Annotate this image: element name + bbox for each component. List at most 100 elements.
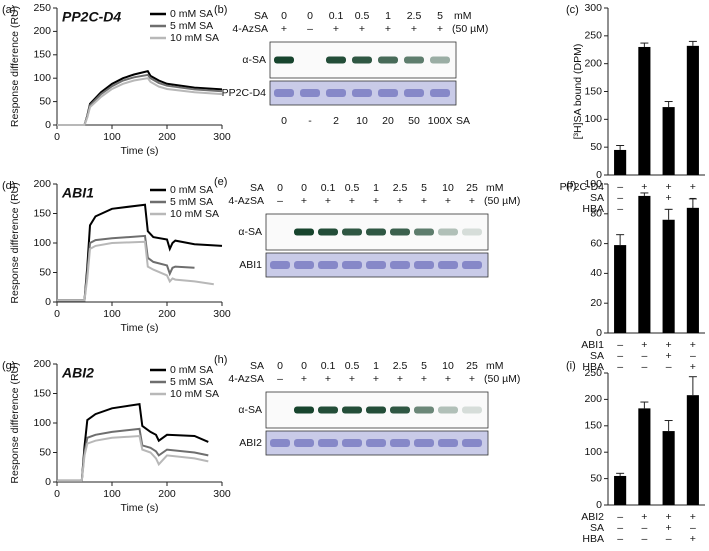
lane-label: + bbox=[333, 23, 339, 35]
y-tick-label: 50 bbox=[590, 141, 602, 153]
blot-band bbox=[438, 228, 458, 236]
annotation: PP2C-D4 bbox=[62, 9, 121, 25]
y-tick-label: 0 bbox=[596, 327, 602, 339]
stain-band bbox=[342, 439, 362, 447]
lane-label: 0.1 bbox=[329, 10, 344, 22]
y-tick-label: 60 bbox=[590, 237, 602, 249]
y-tick-label: 0 bbox=[45, 476, 51, 488]
x-tick-label: 100 bbox=[103, 488, 121, 500]
lane-label: 2.5 bbox=[393, 182, 408, 194]
condition-name: HBA bbox=[582, 533, 604, 545]
error-bar bbox=[688, 198, 697, 208]
condition-name: HBA bbox=[582, 361, 604, 373]
condition-mark: – bbox=[690, 522, 696, 534]
blot-band bbox=[342, 406, 362, 414]
stain-band bbox=[366, 261, 386, 269]
condition-mark: – bbox=[666, 361, 672, 373]
y-tick-label: 200 bbox=[584, 57, 602, 69]
lane-label: 1 bbox=[385, 10, 391, 22]
lane-label: + bbox=[397, 195, 403, 207]
lane-label: + bbox=[373, 195, 379, 207]
condition-mark: + bbox=[641, 511, 647, 523]
stain-band bbox=[414, 261, 434, 269]
fold-label: 10 bbox=[356, 115, 368, 127]
error-bar bbox=[640, 42, 649, 47]
row-label: 4-AzSA bbox=[228, 195, 264, 207]
condition-mark: + bbox=[666, 350, 672, 362]
panel-label: (e) bbox=[214, 176, 227, 188]
error-bar bbox=[664, 208, 673, 220]
stain-band bbox=[352, 89, 372, 97]
lane-label: + bbox=[445, 373, 451, 385]
y-tick-label: 0 bbox=[45, 296, 51, 308]
legend-label: 0 mM SA bbox=[170, 364, 213, 376]
condition-mark: + bbox=[690, 533, 696, 545]
y-tick-label: 250 bbox=[584, 30, 602, 42]
lane-label: 0 bbox=[301, 182, 307, 194]
y-tick-label: 50 bbox=[590, 472, 602, 484]
condition-mark: – bbox=[666, 203, 672, 215]
line bbox=[57, 434, 209, 482]
lane-label: 0 bbox=[277, 360, 283, 372]
row-label: SA bbox=[250, 360, 264, 372]
bar bbox=[686, 395, 699, 505]
lane-label: 0 bbox=[307, 10, 313, 22]
blot-label: ABI1 bbox=[239, 259, 262, 271]
condition-mark: – bbox=[666, 533, 672, 545]
condition-mark: + bbox=[690, 361, 696, 373]
bar bbox=[662, 107, 675, 175]
lane-label: 0 bbox=[277, 182, 283, 194]
y-tick-label: 200 bbox=[33, 178, 51, 190]
lane-label: + bbox=[385, 23, 391, 35]
lane-label: 1 bbox=[373, 182, 379, 194]
line bbox=[57, 234, 195, 302]
y-tick-label: 20 bbox=[590, 297, 602, 309]
x-tick-label: 0 bbox=[54, 488, 60, 500]
legend-label: 0 mM SA bbox=[170, 8, 213, 20]
lane-label: 0.1 bbox=[321, 360, 336, 372]
lane-label: + bbox=[421, 373, 427, 385]
panel-label: (b) bbox=[214, 4, 227, 16]
stain-band bbox=[378, 89, 398, 97]
legend-label: 10 mM SA bbox=[170, 32, 219, 44]
fold-label: 2 bbox=[333, 115, 339, 127]
y-tick-label: 200 bbox=[584, 393, 602, 405]
stain-band bbox=[270, 439, 290, 447]
bar bbox=[638, 195, 651, 333]
condition-mark: – bbox=[617, 192, 623, 204]
lane-label: 0 bbox=[281, 10, 287, 22]
y-axis-label: Response difference (RU) bbox=[9, 362, 21, 483]
lane-label: – bbox=[277, 373, 283, 385]
row-label: 4-AzSA bbox=[228, 373, 264, 385]
condition-mark: + bbox=[641, 181, 647, 193]
lane-label: 1 bbox=[373, 360, 379, 372]
fold-label: 100X bbox=[428, 115, 453, 127]
blot-band bbox=[404, 56, 424, 64]
condition-mark: – bbox=[617, 511, 623, 523]
condition-name: SA bbox=[590, 522, 604, 534]
x-tick-label: 300 bbox=[213, 131, 231, 143]
fold-unit: SA bbox=[456, 115, 470, 127]
condition-name: ABI2 bbox=[581, 511, 604, 523]
row-label: SA bbox=[250, 182, 264, 194]
unit-label: (50 µM) bbox=[484, 195, 520, 207]
lane-label: + bbox=[421, 195, 427, 207]
condition-mark: + bbox=[666, 192, 672, 204]
blot-band bbox=[294, 406, 314, 414]
stain-band bbox=[274, 89, 294, 97]
condition-mark: + bbox=[666, 181, 672, 193]
unit-label: mM bbox=[486, 360, 504, 372]
stain-band bbox=[404, 89, 424, 97]
unit-label: (50 µM) bbox=[484, 373, 520, 385]
error-bar bbox=[616, 234, 625, 246]
lane-label: 2.5 bbox=[407, 10, 422, 22]
lane-label: + bbox=[301, 195, 307, 207]
legend-label: 0 mM SA bbox=[170, 184, 213, 196]
condition-name: HBA bbox=[582, 203, 604, 215]
stain-band bbox=[430, 89, 450, 97]
lane-label: 25 bbox=[466, 360, 478, 372]
x-tick-label: 200 bbox=[158, 131, 176, 143]
blot-band bbox=[326, 56, 346, 64]
bar bbox=[686, 207, 699, 333]
stain-band bbox=[270, 261, 290, 269]
